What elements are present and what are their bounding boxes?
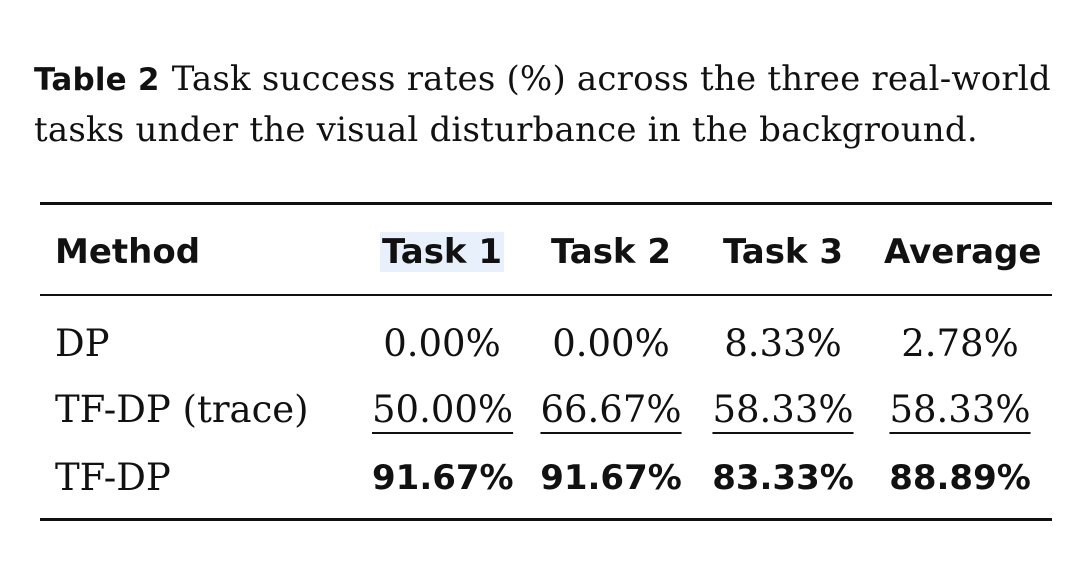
- caption-text: Task success rates (%) across the three …: [34, 59, 1051, 150]
- row-dp-task-1: 0.00%: [383, 322, 501, 365]
- table-bottom-rule: [40, 518, 1052, 521]
- row-tfdp-method: TF-DP: [55, 456, 171, 499]
- row-tfdp-task-1: 91.67%: [372, 458, 514, 498]
- row-tfdp-task-2: 91.67%: [540, 458, 682, 498]
- header-average: Average: [884, 232, 1042, 272]
- row-tfdp-trace-task-1: 50.00%: [372, 388, 514, 431]
- row-tfdp-task-3: 83.33%: [712, 458, 854, 498]
- row-dp-method: DP: [55, 322, 110, 365]
- header-task-2: Task 2: [550, 232, 672, 272]
- row-tfdp-average: 88.89%: [889, 458, 1031, 498]
- row-dp-task-3: 8.33%: [724, 322, 842, 365]
- row-tfdp-trace-task-3: 58.33%: [712, 388, 854, 431]
- header-method: Method: [55, 232, 201, 272]
- table-caption: Table 2 Task success rates (%) across the…: [34, 54, 1074, 155]
- header-task-3: Task 3: [722, 232, 844, 272]
- row-tfdp-trace-method: TF-DP (trace): [55, 388, 309, 431]
- row-dp-average: 2.78%: [901, 322, 1019, 365]
- row-dp-task-2: 0.00%: [552, 322, 670, 365]
- header-task-1: Task 1: [379, 232, 505, 272]
- table-header-rule: [40, 294, 1052, 296]
- row-tfdp-trace-average: 58.33%: [889, 388, 1031, 431]
- table-top-rule: [40, 202, 1052, 205]
- row-tfdp-trace-task-2: 66.67%: [540, 388, 682, 431]
- table-label: Table 2: [34, 62, 160, 98]
